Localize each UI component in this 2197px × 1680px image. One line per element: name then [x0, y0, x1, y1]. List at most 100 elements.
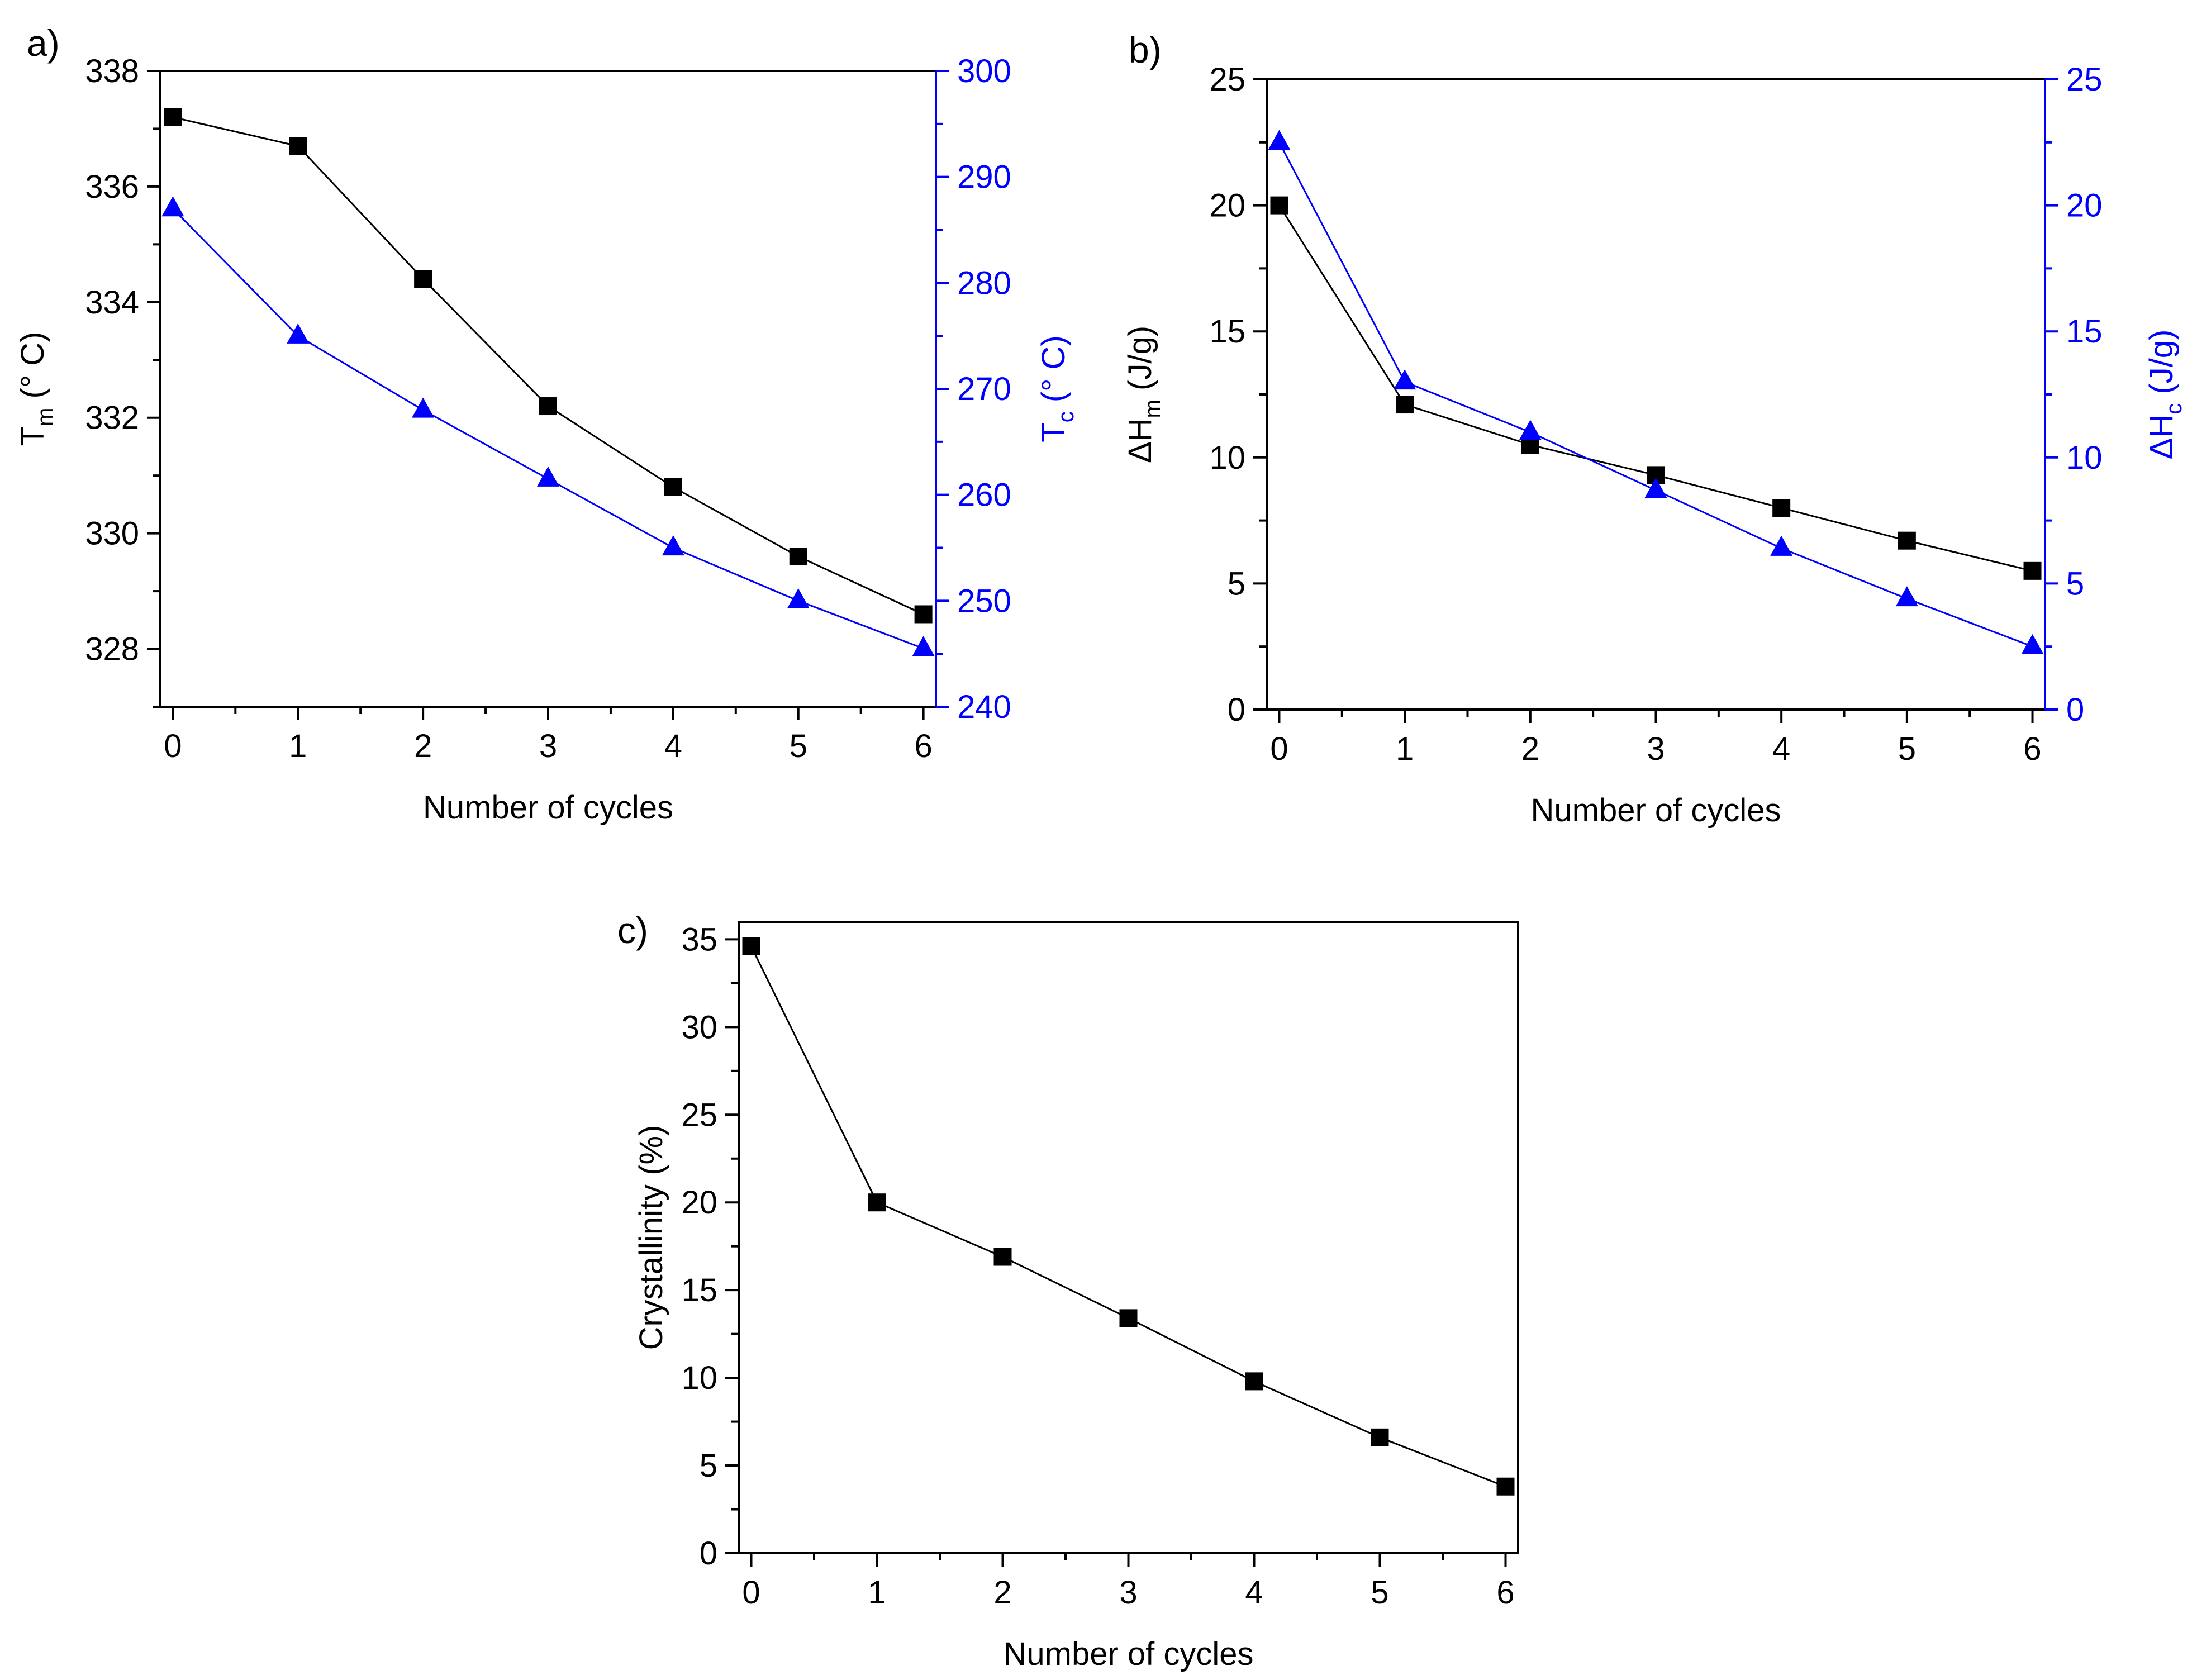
- y-right-tick-label: 300: [957, 53, 1011, 89]
- y-tick-label: 10: [681, 1360, 717, 1396]
- x-tick-label: 4: [664, 728, 682, 764]
- series-line: [750, 946, 1506, 1488]
- y-axis-title-right: ΔHc (J/g): [2143, 330, 2186, 460]
- x-axis-title: Number of cycles: [423, 789, 673, 826]
- y-axis-title-right: Tc (° C): [1035, 335, 1078, 442]
- data-point: [993, 1248, 1012, 1266]
- data-point: [537, 466, 559, 487]
- x-tick-label: 2: [1521, 731, 1539, 767]
- y-right-tick-label: 260: [957, 477, 1011, 513]
- y-tick-label: 336: [85, 169, 139, 205]
- data-point: [1895, 586, 1918, 607]
- x-tick-label: 4: [1772, 731, 1790, 767]
- x-tick-label: 0: [1270, 731, 1288, 767]
- x-tick-label: 2: [993, 1574, 1011, 1611]
- series-2: [1268, 130, 2044, 654]
- y-title-rest: (° C): [1035, 335, 1072, 411]
- y-axis-title-left: Crystallinity (%): [633, 1125, 669, 1350]
- y-tick-label: 330: [85, 516, 139, 552]
- y-title-sub: m: [33, 408, 58, 426]
- y-right-tick-label: 0: [2066, 692, 2084, 728]
- y-right-tick-label: 20: [2066, 188, 2103, 224]
- panel-label: c): [617, 910, 648, 951]
- x-tick-label: 3: [539, 728, 557, 764]
- x-tick-label: 0: [742, 1574, 760, 1611]
- y-title-sub: c: [2162, 403, 2186, 415]
- y-title-main: ΔH: [1122, 418, 1158, 463]
- series-line: [172, 208, 924, 650]
- y-title-sub: c: [1054, 411, 1078, 422]
- data-point: [664, 478, 682, 496]
- data-point: [412, 397, 435, 418]
- panel-label: b): [1129, 29, 1162, 70]
- y-right-tick-label: 290: [957, 159, 1011, 196]
- x-tick-label: 1: [868, 1574, 886, 1611]
- data-point: [164, 108, 182, 126]
- x-tick-label: 2: [414, 728, 432, 764]
- data-point: [1371, 1428, 1389, 1446]
- y-title-main: Crystallinity (%): [633, 1125, 669, 1350]
- data-point: [414, 270, 432, 288]
- y-right-tick-label: 270: [957, 371, 1011, 407]
- y-tick-label: 20: [1209, 188, 1245, 224]
- plot-frame: [1266, 78, 2046, 711]
- y-tick-label: 15: [1209, 313, 1245, 350]
- y-axis-right: 0 5 10 15 20 25: [2044, 61, 2103, 728]
- y-right-tick-label: 240: [957, 689, 1011, 725]
- data-point: [662, 535, 684, 556]
- y-axis-title-left: Tm (° C): [15, 332, 58, 446]
- data-point: [287, 323, 310, 344]
- y-axis-left: 328 330 332 334 336 338: [85, 53, 160, 708]
- x-tick-label: 5: [1898, 731, 1916, 767]
- y-right-tick-label: 15: [2066, 313, 2103, 350]
- panel-3: c) 0 1 2 3 4 5 6 Number of cycles 0 5 10 15 20 25 30 35 C…: [617, 910, 1519, 1672]
- data-point: [289, 137, 307, 155]
- data-point: [2021, 634, 2044, 654]
- y-axis-left: 0 5 10 15 20 25: [1209, 61, 1267, 728]
- data-point: [161, 196, 184, 217]
- y-title-main: ΔH: [2143, 415, 2180, 460]
- data-point: [1396, 396, 1414, 414]
- series-2: [161, 196, 935, 656]
- data-point: [868, 1193, 886, 1212]
- x-tick-label: 4: [1245, 1574, 1263, 1611]
- y-tick-label: 25: [681, 1097, 717, 1133]
- y-tick-label: 20: [681, 1184, 717, 1221]
- series-1: [164, 108, 933, 624]
- series-line: [1278, 142, 2033, 648]
- data-point: [1898, 531, 1916, 550]
- y-tick-label: 15: [681, 1272, 717, 1308]
- y-title-main: T: [15, 426, 51, 446]
- data-point: [1394, 369, 1416, 390]
- y-tick-label: 0: [700, 1535, 717, 1572]
- y-title-sub: m: [1140, 399, 1165, 418]
- x-axis: 0 1 2 3 4 5 6: [164, 707, 933, 764]
- data-point: [539, 397, 557, 416]
- data-point: [1519, 420, 1542, 440]
- x-tick-label: 0: [164, 728, 182, 764]
- y-tick-label: 332: [85, 400, 139, 436]
- data-point: [1644, 478, 1667, 498]
- x-tick-label: 6: [2023, 731, 2041, 767]
- y-right-tick-label: 280: [957, 265, 1011, 301]
- y-tick-label: 338: [85, 53, 139, 89]
- series-1: [742, 937, 1515, 1496]
- y-tick-label: 334: [85, 284, 139, 321]
- x-axis-title: Number of cycles: [1530, 792, 1781, 829]
- y-title-rest: (° C): [15, 332, 51, 408]
- y-title-rest: (J/g): [2143, 330, 2180, 403]
- y-tick-label: 328: [85, 631, 139, 668]
- series-line: [1278, 204, 2033, 572]
- x-tick-label: 6: [1496, 1574, 1514, 1611]
- data-point: [789, 548, 807, 566]
- series-1: [1270, 196, 2042, 580]
- x-tick-label: 6: [914, 728, 932, 764]
- y-tick-label: 5: [1228, 565, 1245, 602]
- y-right-tick-label: 250: [957, 583, 1011, 619]
- y-title-main: T: [1035, 422, 1072, 442]
- x-tick-label: 5: [1371, 1574, 1388, 1611]
- data-point: [1245, 1372, 1263, 1391]
- y-tick-label: 30: [681, 1009, 717, 1045]
- data-point: [912, 636, 935, 656]
